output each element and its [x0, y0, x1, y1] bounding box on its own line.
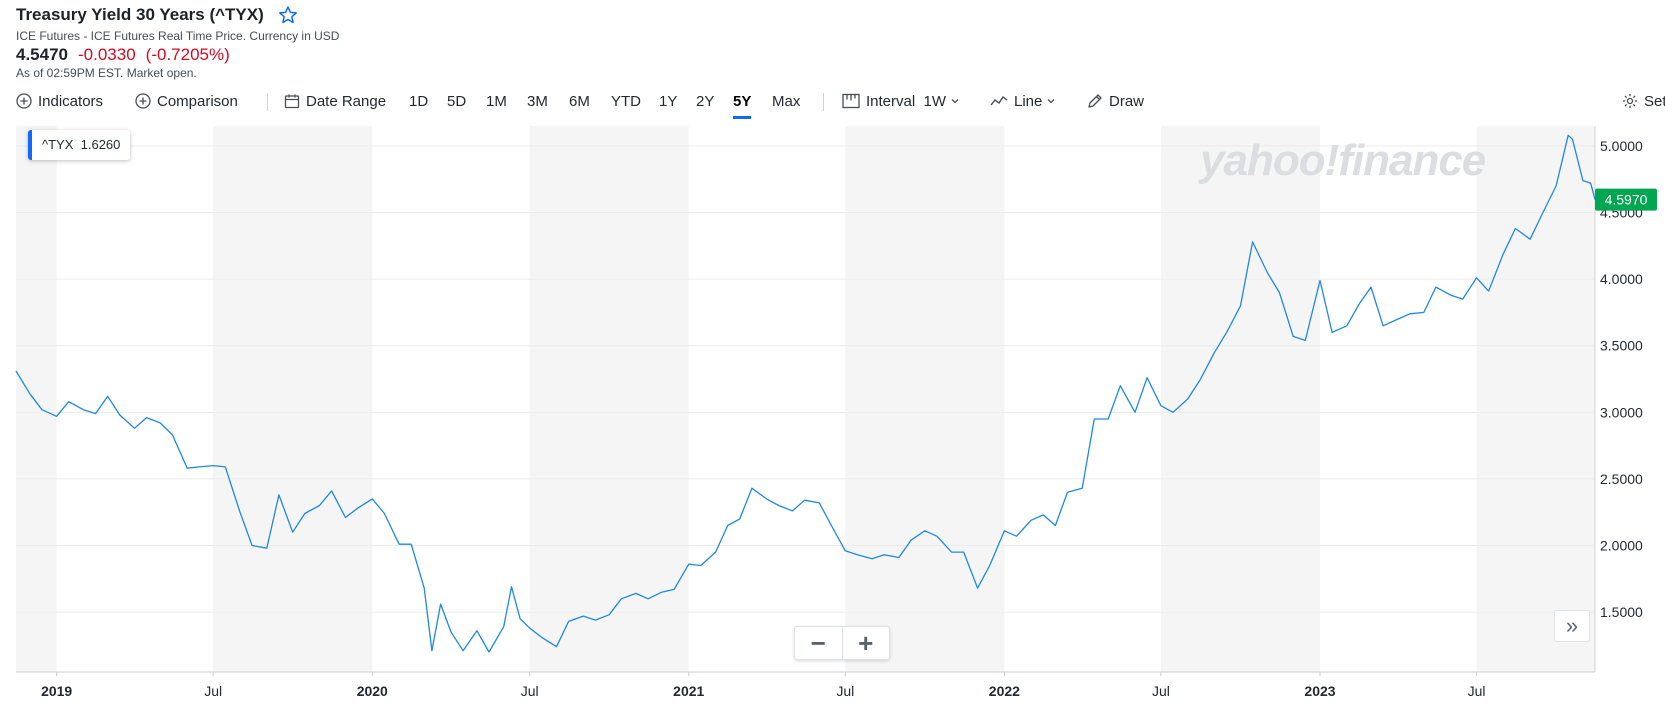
interval-dropdown[interactable]: Interval 1W — [842, 86, 966, 116]
crosshair-tooltip: ^TYX 1.6260 — [28, 130, 131, 160]
series-line — [15, 134, 1596, 653]
range-1d[interactable]: 1D — [409, 92, 429, 110]
range-max[interactable]: Max — [772, 92, 801, 110]
x-tick-label: Jul — [1152, 683, 1170, 699]
interval-value: 1W — [923, 92, 947, 110]
zoom-out-button[interactable]: − — [795, 627, 843, 659]
chevron-down-icon — [951, 99, 959, 104]
chart-type-dropdown[interactable]: Line — [990, 86, 1062, 116]
range-3m[interactable]: 3M — [527, 92, 548, 110]
range-5d[interactable]: 5D — [447, 92, 467, 110]
tooltip-symbol: ^TYX — [42, 137, 74, 152]
x-tick-label: 2020 — [357, 683, 388, 699]
star-icon[interactable] — [278, 5, 298, 25]
x-tick-label: 2021 — [673, 683, 704, 699]
half-year-band — [529, 126, 689, 672]
candle-icon — [842, 93, 860, 109]
plus-circle-icon — [16, 93, 32, 109]
date-range-label: Date Range — [306, 92, 387, 110]
market-status: As of 02:59PM EST. Market open. — [16, 66, 197, 80]
x-tick-label: Jul — [1468, 683, 1486, 699]
chart-toolbar: Indicators Comparison Date Range 1D 5D 1… — [0, 86, 1665, 119]
x-tick-label: Jul — [521, 683, 539, 699]
settings-label: Set — [1644, 92, 1665, 110]
draw-button[interactable]: Draw — [1087, 86, 1144, 116]
toolbar-divider — [823, 93, 824, 111]
x-tick-label: 2023 — [1304, 683, 1335, 699]
line-chart-icon — [990, 95, 1008, 106]
comparison-label: Comparison — [157, 92, 238, 110]
gear-icon — [1623, 94, 1637, 108]
half-year-band — [1476, 126, 1595, 672]
zoom-in-button[interactable]: + — [858, 627, 874, 658]
quote-header: Treasury Yield 30 Years (^TYX) ICE Futur… — [16, 4, 616, 80]
half-year-band — [16, 126, 57, 672]
range-ytd[interactable]: YTD — [611, 92, 641, 110]
y-tick-label: 1.5000 — [1600, 604, 1643, 620]
chevron-down-icon — [1047, 99, 1055, 104]
half-year-band — [845, 126, 1005, 672]
range-6m[interactable]: 6M — [569, 92, 590, 110]
pencil-icon — [1088, 94, 1102, 108]
y-tick-label: 5.0000 — [1600, 138, 1643, 154]
y-tick-label: 2.5000 — [1600, 471, 1643, 487]
x-tick-label: Jul — [836, 683, 854, 699]
y-tick-label: 2.0000 — [1600, 537, 1643, 553]
tooltip-value: 1.6260 — [80, 137, 121, 152]
draw-label: Draw — [1109, 92, 1145, 110]
x-tick-label: 2022 — [989, 683, 1020, 699]
range-1y[interactable]: 1Y — [659, 92, 678, 110]
calendar-icon — [284, 94, 300, 109]
chart-type-label: Line — [1014, 92, 1043, 110]
range-5y[interactable]: 5Y — [733, 86, 752, 119]
settings-button[interactable]: Set — [1622, 86, 1665, 116]
indicators-label: Indicators — [38, 92, 104, 110]
last-price-label: 4.5970 — [1605, 192, 1648, 208]
interval-label: Interval — [866, 92, 916, 110]
toolbar-divider — [267, 93, 268, 111]
y-tick-label: 4.5000 — [1600, 205, 1643, 221]
price-change: -0.0330 — [78, 45, 136, 64]
indicators-button[interactable]: Indicators — [16, 86, 103, 116]
yahoo-finance-watermark: yahoo!finance — [1200, 136, 1486, 185]
y-tick-label: 3.5000 — [1600, 338, 1643, 354]
zoom-controls: − + — [794, 626, 890, 660]
comparison-button[interactable]: Comparison — [135, 86, 238, 116]
price-change-percent: (-0.7205%) — [145, 45, 230, 64]
last-price-badge — [1595, 188, 1657, 211]
half-year-band — [213, 126, 373, 672]
plus-circle-icon — [135, 93, 151, 109]
x-tick-label: Jul — [204, 683, 222, 699]
date-range-button[interactable]: Date Range — [284, 86, 386, 116]
half-year-band — [1160, 126, 1321, 672]
y-tick-label: 4.0000 — [1600, 271, 1643, 287]
current-price: 4.5470 — [16, 45, 68, 64]
y-tick-label: 3.0000 — [1600, 404, 1643, 420]
scroll-to-latest-button[interactable]: » — [1554, 610, 1590, 642]
x-tick-label: 2019 — [41, 683, 72, 699]
range-1m[interactable]: 1M — [486, 92, 507, 110]
range-2y[interactable]: 2Y — [696, 92, 715, 110]
exchange-info: ICE Futures - ICE Futures Real Time Pric… — [16, 29, 340, 43]
page-title: Treasury Yield 30 Years (^TYX) — [16, 5, 264, 24]
